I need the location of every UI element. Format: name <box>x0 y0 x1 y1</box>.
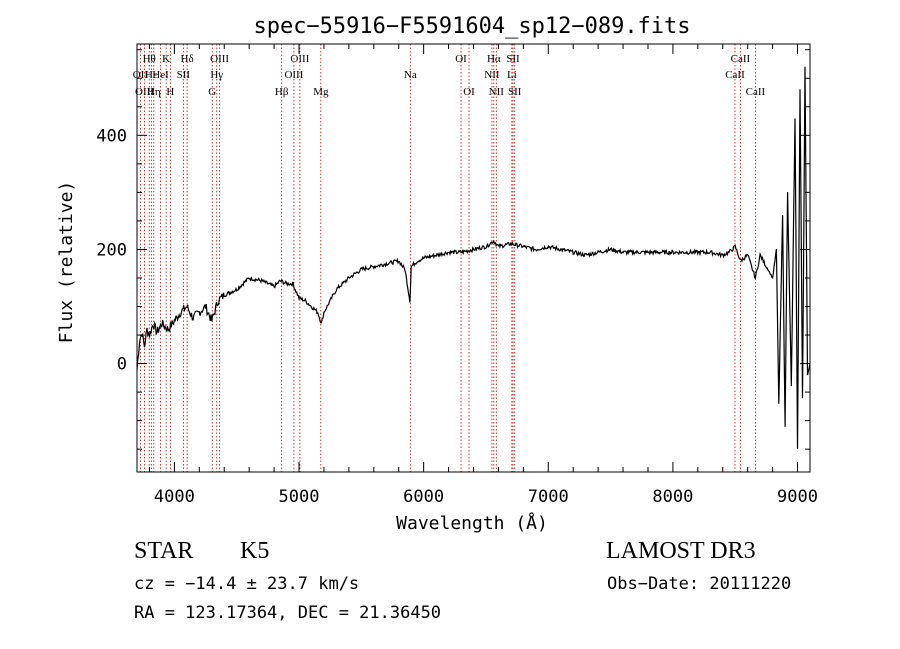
x-axis-label: Wavelength (Å) <box>396 512 548 534</box>
x-tick-label-0: 4000 <box>154 487 195 507</box>
y-tick-label-1: 200 <box>96 240 127 260</box>
x-tick-label-4: 8000 <box>652 487 693 507</box>
line-label-10: OIII <box>210 53 229 65</box>
redshift-text: cz = −14.4 ± 23.7 km/s <box>134 574 360 594</box>
x-tick-label-5: 9000 <box>777 487 818 507</box>
y-axis-ticks: 0 200 400 <box>96 49 810 450</box>
spectral-line-markers <box>139 44 756 472</box>
line-label-3: Hε <box>145 69 158 81</box>
chart-title: spec−55916−F5591604_sp12−089.fits <box>253 14 690 39</box>
spectrum-series-line <box>136 66 811 449</box>
line-label-14: OIII <box>290 53 309 65</box>
line-label-23: SII <box>506 53 520 65</box>
x-tick-label-1: 5000 <box>279 487 320 507</box>
line-label-19: OI <box>463 86 475 98</box>
plot-frame <box>136 43 811 473</box>
line-label-9: Hδ <box>181 53 194 65</box>
line-label-27: CaII <box>725 69 745 81</box>
line-label-25: SII <box>508 86 522 98</box>
line-label-26: CaII <box>731 53 751 65</box>
line-label-15: OIII <box>284 69 303 81</box>
x-tick-label-3: 7000 <box>528 487 569 507</box>
y-axis-label: Flux (relative) <box>56 181 77 344</box>
line-label-16: Mg <box>313 86 329 98</box>
line-label-5: HeI <box>152 69 169 81</box>
line-label-24: Li <box>507 69 517 81</box>
subclass-label: K5 <box>240 538 270 564</box>
y-tick-label-0: 0 <box>117 355 127 375</box>
y-tick-label-2: 400 <box>96 126 127 146</box>
line-label-8: SII <box>177 69 191 81</box>
x-axis-ticks: 4000 5000 6000 7000 8000 9000 <box>148 44 818 507</box>
line-label-18: OI <box>455 53 467 65</box>
line-label-6: K <box>162 53 170 65</box>
coordinates-text: RA = 123.17364, DEC = 21.36450 <box>134 603 442 623</box>
line-label-17: Na <box>404 69 417 81</box>
line-label-21: NII <box>484 69 500 81</box>
line-label-11: Hγ <box>210 69 223 81</box>
line-label-4: Hη <box>147 86 161 98</box>
line-label-7: H <box>166 86 174 98</box>
object-class-label: STAR <box>134 538 194 564</box>
line-label-20: Hα <box>487 53 501 65</box>
obs-date-text: Obs−Date: 20111220 <box>607 574 792 594</box>
line-label-12: G <box>208 86 216 98</box>
line-label-13: Hβ <box>275 86 289 98</box>
line-label-2: OIII <box>135 86 154 98</box>
survey-label: LAMOST DR3 <box>606 538 756 564</box>
line-label-0: Hθ <box>143 53 156 65</box>
line-label-22: NII <box>489 86 505 98</box>
line-label-28: CaII <box>746 86 766 98</box>
x-tick-label-2: 6000 <box>403 487 444 507</box>
